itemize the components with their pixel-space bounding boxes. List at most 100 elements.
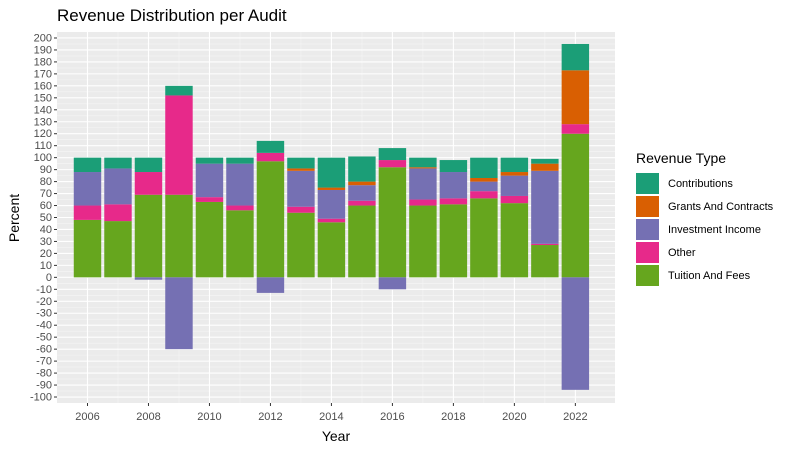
bar-segment (134, 277, 163, 280)
bar-segment (348, 200, 376, 206)
legend-label: Contributions (668, 177, 733, 190)
x-tick-label: 2022 (563, 411, 587, 423)
bar-segment (561, 70, 590, 125)
bar-segment (378, 148, 407, 161)
legend-item-tuition-and-fees: Tuition And Fees (636, 264, 773, 287)
y-tick-label: 140 (34, 104, 52, 116)
bar-segment (470, 157, 498, 179)
bar-segment (378, 277, 407, 290)
y-tick-label: 190 (34, 44, 52, 56)
bar-segment (134, 157, 163, 173)
legend-swatch (636, 219, 659, 240)
y-tick-label: 40 (40, 224, 52, 236)
y-tick-label: 80 (40, 176, 52, 188)
bar-segment (104, 168, 132, 205)
bar-segment (104, 204, 132, 222)
bar-segment (165, 85, 193, 96)
y-tick-label: 10 (40, 260, 52, 272)
chart-title: Revenue Distribution per Audit (57, 6, 287, 25)
bar-segment (409, 168, 437, 200)
y-tick-label: -40 (36, 320, 52, 332)
bar-segment (500, 172, 529, 176)
bar-segment (348, 181, 376, 186)
bar-segment (500, 157, 529, 173)
x-tick-label: 2010 (197, 411, 221, 423)
bar-segment (378, 160, 407, 168)
x-tick-label: 2012 (258, 411, 282, 423)
bar-segment (165, 194, 193, 278)
bar-segment (226, 163, 254, 206)
bar-segment (470, 191, 498, 199)
y-tick-label: 0 (46, 272, 52, 284)
bar-segment (470, 198, 498, 278)
legend-swatch (636, 173, 659, 194)
legend-swatch (636, 242, 659, 263)
bar-segment (73, 205, 102, 220)
bar-segment (134, 194, 163, 278)
y-tick-label: 100 (34, 152, 52, 164)
bar-segment (195, 157, 224, 164)
bar-segment (226, 205, 254, 211)
y-tick-label: 20 (40, 248, 52, 260)
legend-item-other: Other (636, 241, 773, 264)
legend-label: Investment Income (668, 223, 761, 236)
y-tick-label: 30 (40, 236, 52, 248)
y-axis-label: Percent (6, 194, 22, 242)
bar-segment (348, 185, 376, 201)
bar-segment (104, 157, 132, 169)
bar-segment (317, 157, 346, 188)
legend-swatch (636, 196, 659, 217)
y-tick-label: 180 (34, 56, 52, 68)
y-tick-label: 150 (34, 92, 52, 104)
legend-item-contributions: Contributions (636, 172, 773, 195)
y-tick-label: 120 (34, 128, 52, 140)
y-tick-label: 110 (34, 140, 52, 152)
bar-segment (287, 157, 315, 169)
bar-segment (317, 222, 346, 278)
bar-segment (439, 204, 468, 278)
y-tick-label: -80 (36, 368, 52, 380)
y-tick-label: -20 (36, 296, 52, 308)
bar-segment (195, 197, 224, 202)
bar-segment (256, 152, 285, 162)
bar-segment (531, 163, 559, 171)
y-tick-label: 60 (40, 200, 52, 212)
y-tick-label: -70 (36, 356, 52, 368)
bar-segment (256, 161, 285, 278)
legend: Revenue Type Contributions Grants And Co… (636, 150, 773, 287)
bar-segment (531, 170, 559, 244)
y-tick-label: -10 (36, 284, 52, 296)
bar-segment (104, 221, 132, 278)
bar-segment (409, 157, 437, 168)
y-tick-label: -90 (36, 380, 52, 392)
bar-segment (73, 157, 102, 173)
x-tick-label: 2018 (441, 411, 465, 423)
y-tick-label: 70 (40, 188, 52, 200)
legend-item-grants-and-contracts: Grants And Contracts (636, 195, 773, 218)
bar-segment (531, 158, 559, 164)
x-axis: 2006 2008 2010 2012 2014 2016 2018 2020 2022 (75, 403, 588, 423)
bar-segment (256, 140, 285, 153)
bar-segment (470, 178, 498, 182)
bar-segment (531, 245, 559, 278)
bar-segment (561, 133, 590, 278)
y-tick-label: 200 (34, 32, 52, 44)
bar-segment (256, 277, 285, 293)
bar-segment (226, 210, 254, 278)
legend-swatch (636, 265, 659, 286)
bar-segment (165, 277, 193, 350)
bar-segment (500, 175, 529, 196)
bar-segment (531, 243, 559, 246)
x-tick-label: 2014 (319, 411, 343, 423)
bar-segment (439, 172, 468, 199)
y-tick-label: 160 (34, 80, 52, 92)
legend-item-investment-income: Investment Income (636, 218, 773, 241)
bar-segment (195, 201, 224, 278)
legend-label: Other (668, 246, 696, 259)
x-axis-label: Year (322, 428, 351, 444)
x-tick-label: 2020 (502, 411, 526, 423)
x-tick-label: 2008 (136, 411, 160, 423)
bars (73, 43, 590, 390)
bar-segment (226, 157, 254, 164)
